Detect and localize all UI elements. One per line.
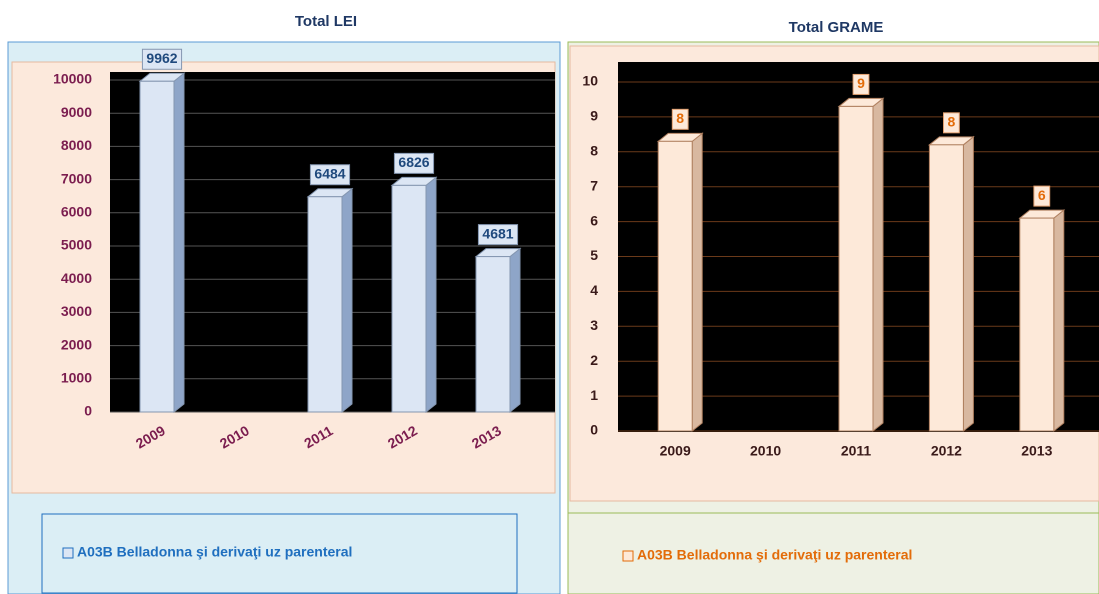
y-tick-label: 10 — [582, 73, 598, 89]
y-tick-label: 8 — [590, 143, 598, 159]
bar-side — [1053, 209, 1065, 433]
bar-side — [425, 176, 437, 414]
left-legend-box — [41, 513, 518, 594]
bar — [657, 140, 693, 432]
y-tick-label: 10000 — [53, 71, 92, 87]
data-label-box — [141, 48, 183, 70]
x-tick-label: 2010 — [750, 443, 781, 459]
bar-side — [341, 187, 353, 414]
bar-side — [872, 97, 884, 433]
y-tick-label: 1 — [590, 387, 598, 403]
bar-side — [173, 72, 185, 414]
legend-swatch — [622, 550, 634, 562]
bar — [139, 80, 175, 413]
bar — [1019, 217, 1055, 432]
data-label: 6826 — [398, 154, 429, 170]
legend-label: A03B Belladonna şi derivaţi uz parentera… — [637, 547, 912, 563]
bar — [391, 184, 427, 413]
bar — [475, 256, 511, 413]
y-tick-label: 4 — [590, 282, 598, 298]
y-tick-label: 9 — [590, 108, 598, 124]
data-label-box — [477, 224, 519, 246]
legend-label: A03B Belladonna şi derivaţi uz parentera… — [77, 544, 352, 560]
y-tick-label: 5 — [590, 247, 598, 263]
x-tick-label: 2009 — [660, 443, 691, 459]
data-label-box — [309, 164, 351, 186]
y-tick-label: 0 — [84, 403, 92, 419]
chart-title: Total LEI — [295, 13, 357, 30]
right-legend-box — [567, 512, 1099, 594]
data-label: 9962 — [146, 50, 177, 66]
y-tick-label: 6000 — [61, 204, 92, 220]
y-tick-label: 1000 — [61, 370, 92, 386]
y-tick-label: 2 — [590, 352, 598, 368]
bar-side — [962, 135, 974, 433]
chart-title: Total GRAME — [789, 19, 884, 36]
data-label: 6 — [1038, 187, 1046, 203]
bar — [838, 105, 874, 432]
data-label: 6484 — [314, 165, 345, 181]
y-tick-label: 7000 — [61, 170, 92, 186]
x-tick-label: 2013 — [1021, 443, 1052, 459]
legend-swatch — [62, 547, 74, 559]
data-label: 4681 — [482, 225, 513, 241]
y-tick-label: 6 — [590, 212, 598, 228]
bar-side — [691, 132, 703, 433]
data-label: 8 — [676, 110, 684, 126]
y-tick-label: 8000 — [61, 137, 92, 153]
x-tick-label: 2012 — [931, 443, 962, 459]
data-label-box — [852, 73, 870, 95]
y-tick-label: 2000 — [61, 336, 92, 352]
bar — [307, 196, 343, 413]
y-tick-label: 7 — [590, 177, 598, 193]
y-tick-label: 4000 — [61, 270, 92, 286]
y-tick-label: 5000 — [61, 237, 92, 253]
bar-side — [509, 247, 521, 414]
data-label-box — [1033, 185, 1051, 207]
y-tick-label: 3 — [590, 317, 598, 333]
x-tick-label: 2011 — [841, 443, 872, 459]
y-tick-label: 3000 — [61, 303, 92, 319]
y-tick-label: 9000 — [61, 104, 92, 120]
bar — [928, 144, 964, 432]
data-label: 8 — [948, 114, 956, 130]
data-label-box — [943, 112, 960, 134]
data-label-box — [393, 152, 435, 174]
y-tick-label: 0 — [590, 422, 598, 438]
data-label-box — [671, 108, 689, 130]
data-label: 9 — [857, 75, 865, 91]
